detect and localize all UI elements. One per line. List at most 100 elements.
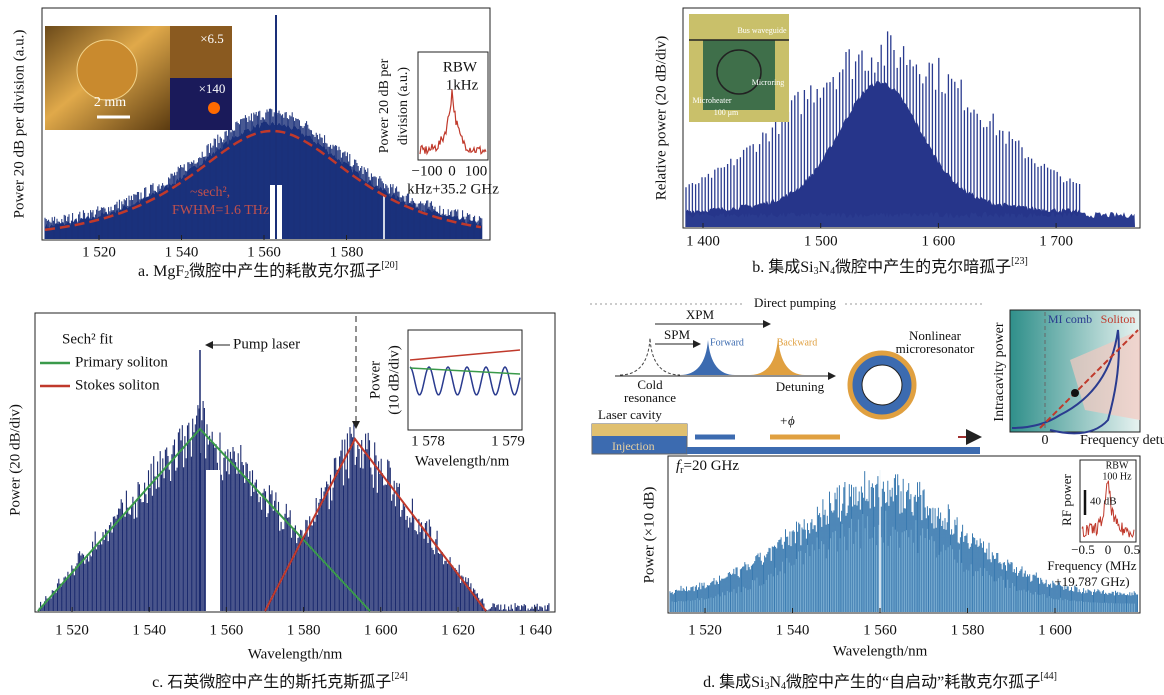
plot-frame (34, 312, 556, 613)
scheme-label: SPM (664, 327, 690, 342)
scheme-label: microresonator (896, 341, 975, 356)
inset-annotation: 1kHz (446, 77, 479, 93)
x-tick-label: 1 560 (247, 244, 281, 260)
fit-label: ~sech², (190, 185, 230, 200)
rep-rate-subscript: r (680, 465, 684, 476)
region-label: MI comb (1048, 312, 1092, 326)
caption: d. 集成Si3​N4​微腔中产生的“自启动”耗散克尔孤子[44] (703, 671, 1057, 692)
pump-gap (206, 470, 220, 611)
inset-x-tick-label: 1 578 (411, 433, 445, 449)
photo-resonator (76, 39, 138, 101)
inset-x-tick-label: 100 (465, 163, 488, 179)
rep-rate-symbol: f (676, 458, 682, 474)
x-tick-label: 1 400 (686, 233, 720, 249)
cavity-top (592, 424, 687, 436)
plot-frame (41, 7, 491, 241)
inset-y-label: RF power (1059, 474, 1074, 526)
inset-annotation: RBW (1106, 460, 1129, 471)
inset-background (407, 329, 523, 431)
caption-reference: [24] (391, 671, 408, 682)
micrograph-label: 100 μm (714, 108, 739, 117)
resonator-core (861, 364, 903, 406)
caption-text: b. 集成Si (752, 258, 814, 276)
bistability-curve (1011, 329, 1120, 435)
caption-text: a. MgF (138, 263, 184, 280)
region-label: Soliton (1101, 312, 1136, 326)
y-axis-label: Power (×10 dB) (641, 487, 657, 584)
caption-subscript: 4 (830, 266, 835, 277)
caption-reference: [20] (381, 260, 398, 271)
inset-annotation: 100 Hz (1102, 471, 1132, 482)
title-bg (745, 296, 845, 312)
rep-rate: fr=20 GHz (676, 458, 739, 476)
inset-spectrum (419, 89, 487, 156)
caption-subscript: 3 (814, 266, 819, 277)
stokes-fit (264, 437, 487, 612)
caption-subscript: 2 (184, 270, 189, 281)
inset-spectrum (1081, 480, 1135, 538)
caption-text: N (819, 259, 831, 276)
inset-x-label: kHz+35.2 GHz (407, 181, 499, 197)
spectrum-fill (686, 212, 1135, 227)
x-tick-label: 1 700 (1039, 233, 1073, 249)
scheme-label: Laser cavity (598, 407, 662, 422)
caption-reference: [23] (1011, 256, 1028, 267)
inset-x-tick-label: 0.5 (1124, 542, 1140, 557)
caption-text: N (769, 674, 781, 691)
x-tick-label: 0 (1042, 433, 1049, 448)
caption: b. 集成Si3​N4​微腔中产生的克尔暗孤子[23] (752, 256, 1028, 277)
x-tick-label: 1 580 (287, 622, 321, 638)
inset-frame (417, 51, 489, 161)
inset-x-tick-label: −100 (412, 163, 443, 179)
inset-annotation: RBW (443, 59, 478, 75)
x-tick-label: 1 620 (441, 622, 475, 638)
waveguide (687, 447, 980, 454)
soliton-region (1070, 330, 1140, 420)
x-tick-label: 1 640 (518, 622, 552, 638)
x-tick-label: 1 560 (863, 622, 897, 638)
soliton-line (1039, 329, 1139, 429)
x-tick-label: 1 520 (688, 622, 722, 638)
scheme-label: XPM (686, 307, 715, 322)
caption-subscript: 3 (764, 681, 769, 692)
inset-annotation: 40 dB (1090, 496, 1117, 508)
x-tick-label: 1 600 (922, 233, 956, 249)
photo-zoom (170, 78, 232, 130)
caption-text: 微腔中产生的克尔暗孤子 (835, 258, 1011, 276)
x-tick-label: 1 520 (82, 244, 116, 260)
x-tick-label: 1 540 (776, 622, 810, 638)
caption-text: d. 集成Si (703, 673, 765, 691)
caption: a. MgF2​微腔中产生的耗散克尔孤子[20] (138, 260, 398, 281)
photo-label: ×140 (199, 81, 226, 96)
scheme-label: Cold (637, 377, 663, 392)
legend-label: Primary soliton (75, 354, 168, 370)
scheme-title: Direct pumping (754, 295, 836, 310)
x-tick-label: 1 580 (951, 622, 985, 638)
inset-x-label: +19.787 GHz) (1054, 574, 1129, 589)
inset-spectrum (409, 366, 521, 396)
photo-zoom (170, 26, 232, 78)
annotation: Pump laser (233, 336, 300, 352)
x-tick-label: 1 600 (364, 622, 398, 638)
inset-y-label: Power 20 dB per (377, 58, 392, 153)
scheme-label: resonance (624, 390, 676, 405)
photo-label: 2 mm (94, 95, 126, 110)
x-axis-label: Wavelength/nm (833, 643, 928, 659)
inset-fit (409, 367, 521, 375)
y-axis-label: Power 20 dB per division (a.u.) (11, 30, 27, 219)
caption-text: c. 石英微腔中产生的斯托克斯孤子 (152, 673, 391, 691)
x-tick-label: 1 580 (330, 244, 364, 260)
rep-rate-value: =20 GHz (684, 458, 740, 474)
y-axis-label: Power (20 dB/div) (7, 404, 23, 516)
sech-fit (44, 129, 482, 232)
caption-text: 微腔中产生的“自启动”耗散克尔孤子 (786, 673, 1040, 691)
inset-x-tick-label: −0.5 (1071, 542, 1095, 557)
fit-label: FWHM=1.6 THz (172, 203, 269, 218)
mode-spot (208, 102, 220, 114)
inset-x-tick-label: 0 (1105, 542, 1112, 557)
inset-fit (409, 349, 521, 361)
inset-y-label: Power (367, 361, 383, 399)
x-tick-label: 1 540 (132, 622, 166, 638)
operating-point (1071, 389, 1079, 397)
